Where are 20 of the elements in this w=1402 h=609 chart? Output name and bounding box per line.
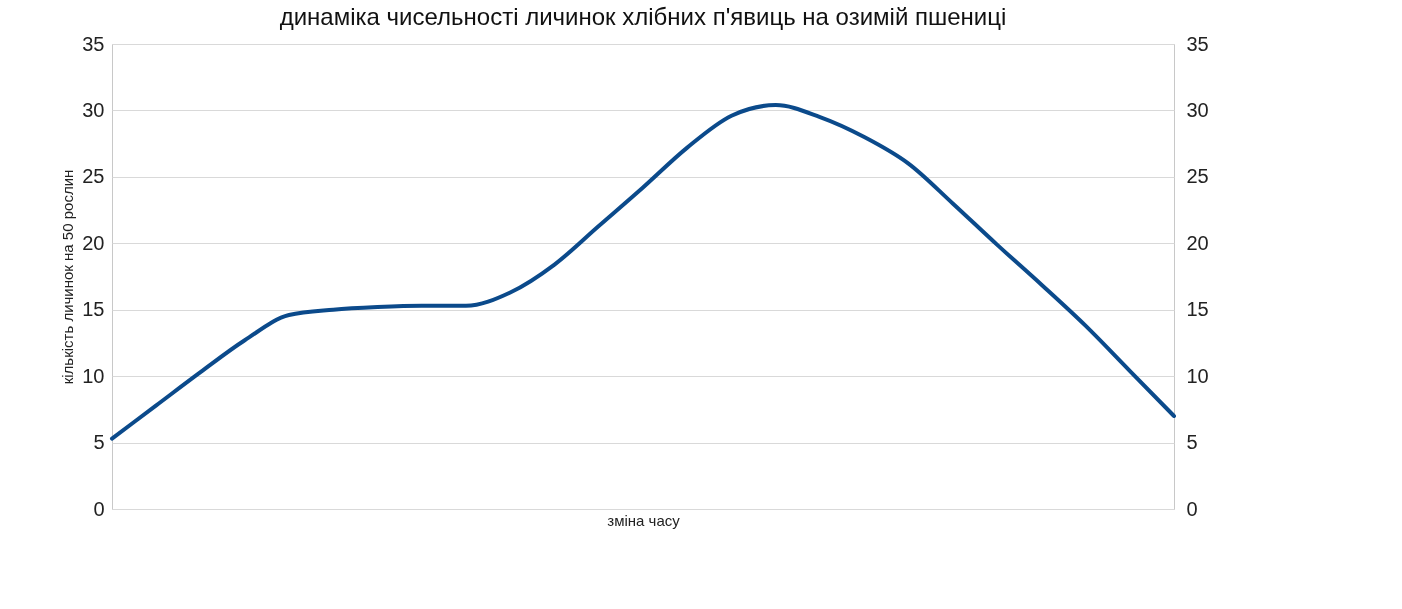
- y-axis-title: кількість личинок на 50 рослин: [59, 169, 77, 385]
- x-axis-title: зміна часу: [607, 511, 681, 529]
- y-tick-label: 0: [93, 497, 105, 520]
- y2-tick-label: 25: [1186, 165, 1209, 188]
- line-series: [110, 103, 1176, 441]
- y-tick-label: 10: [82, 364, 105, 387]
- y2-tick-label: 0: [1186, 497, 1198, 520]
- y2-tick-label: 35: [1186, 32, 1209, 55]
- y-tick-label: 25: [82, 165, 105, 188]
- y2-tick-label: 30: [1186, 98, 1209, 121]
- y2-tick-label: 15: [1186, 298, 1209, 321]
- chart-title: динаміка чисельності личинок хлібних п'явиць на озимій пшениці: [279, 3, 1007, 30]
- y-tick-label: 30: [82, 98, 105, 121]
- y2-tick-label: 5: [1186, 431, 1198, 454]
- y-tick-label: 35: [82, 32, 105, 55]
- y-tick-label: 15: [82, 298, 105, 321]
- y2-tick-label: 10: [1186, 364, 1209, 387]
- y-tick-label: 5: [93, 431, 105, 454]
- y-tick-label: 20: [82, 231, 105, 254]
- y2-tick-label: 20: [1186, 231, 1209, 254]
